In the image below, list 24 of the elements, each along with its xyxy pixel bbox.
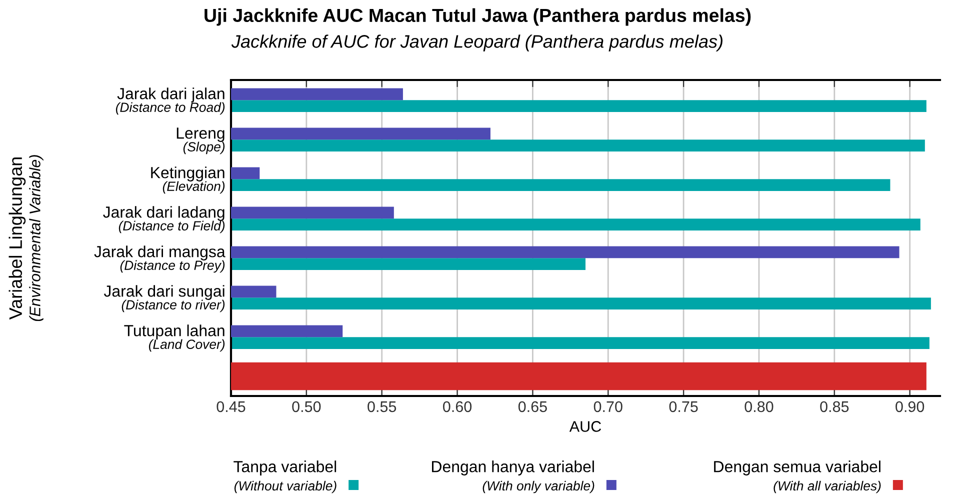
- x-tick-label: 0.45: [216, 401, 246, 412]
- x-tick-label: 0.80: [744, 401, 774, 412]
- x-tick-label: 0.50: [292, 401, 321, 412]
- y-tick-label: Jarak dari jalan (Distance to Road): [116, 88, 225, 115]
- y-tick-label: Jarak dari ladang (Distance to Field): [103, 206, 225, 234]
- x-tick-label: 0.55: [368, 401, 396, 412]
- y-axis-title: Variabel Lingkungan (Environmental Variable): [8, 155, 44, 322]
- chart-title: Uji Jackknife AUC Macan Tutul Jawa (Panthera pardus melas): [204, 8, 751, 26]
- x-axis-title: AUC: [569, 421, 602, 432]
- legend-label: Dengan semua variabel (With all variables): [714, 460, 881, 494]
- y-tick-label: Lereng (Slope): [176, 128, 225, 154]
- y-tick-label: Jarak dari sungai (Distance to river): [104, 285, 225, 312]
- chart-subtitle: Jackknife of AUC for Javan Leopard (Panthera pardus melas): [231, 34, 722, 52]
- x-tick-label: 0.70: [594, 401, 622, 412]
- x-tick-label: 0.65: [518, 401, 547, 412]
- x-tick-label: 0.60: [443, 401, 472, 412]
- legend-label: Tanpa variabel (Without variable): [234, 460, 336, 494]
- x-tick-label: 0.85: [820, 401, 849, 412]
- y-tick-label: Jarak dari mangsa (Distance to Prey): [94, 246, 226, 273]
- x-tick-label: 0.75: [669, 401, 698, 412]
- x-tick-label: 0.90: [896, 401, 924, 412]
- y-tick-label: Tutupan lahan (Land Cover): [124, 324, 225, 352]
- legend-label: Dengan hanya variabel (With only variable): [432, 460, 594, 494]
- y-tick-label: Ketinggian (Elevation): [151, 166, 225, 194]
